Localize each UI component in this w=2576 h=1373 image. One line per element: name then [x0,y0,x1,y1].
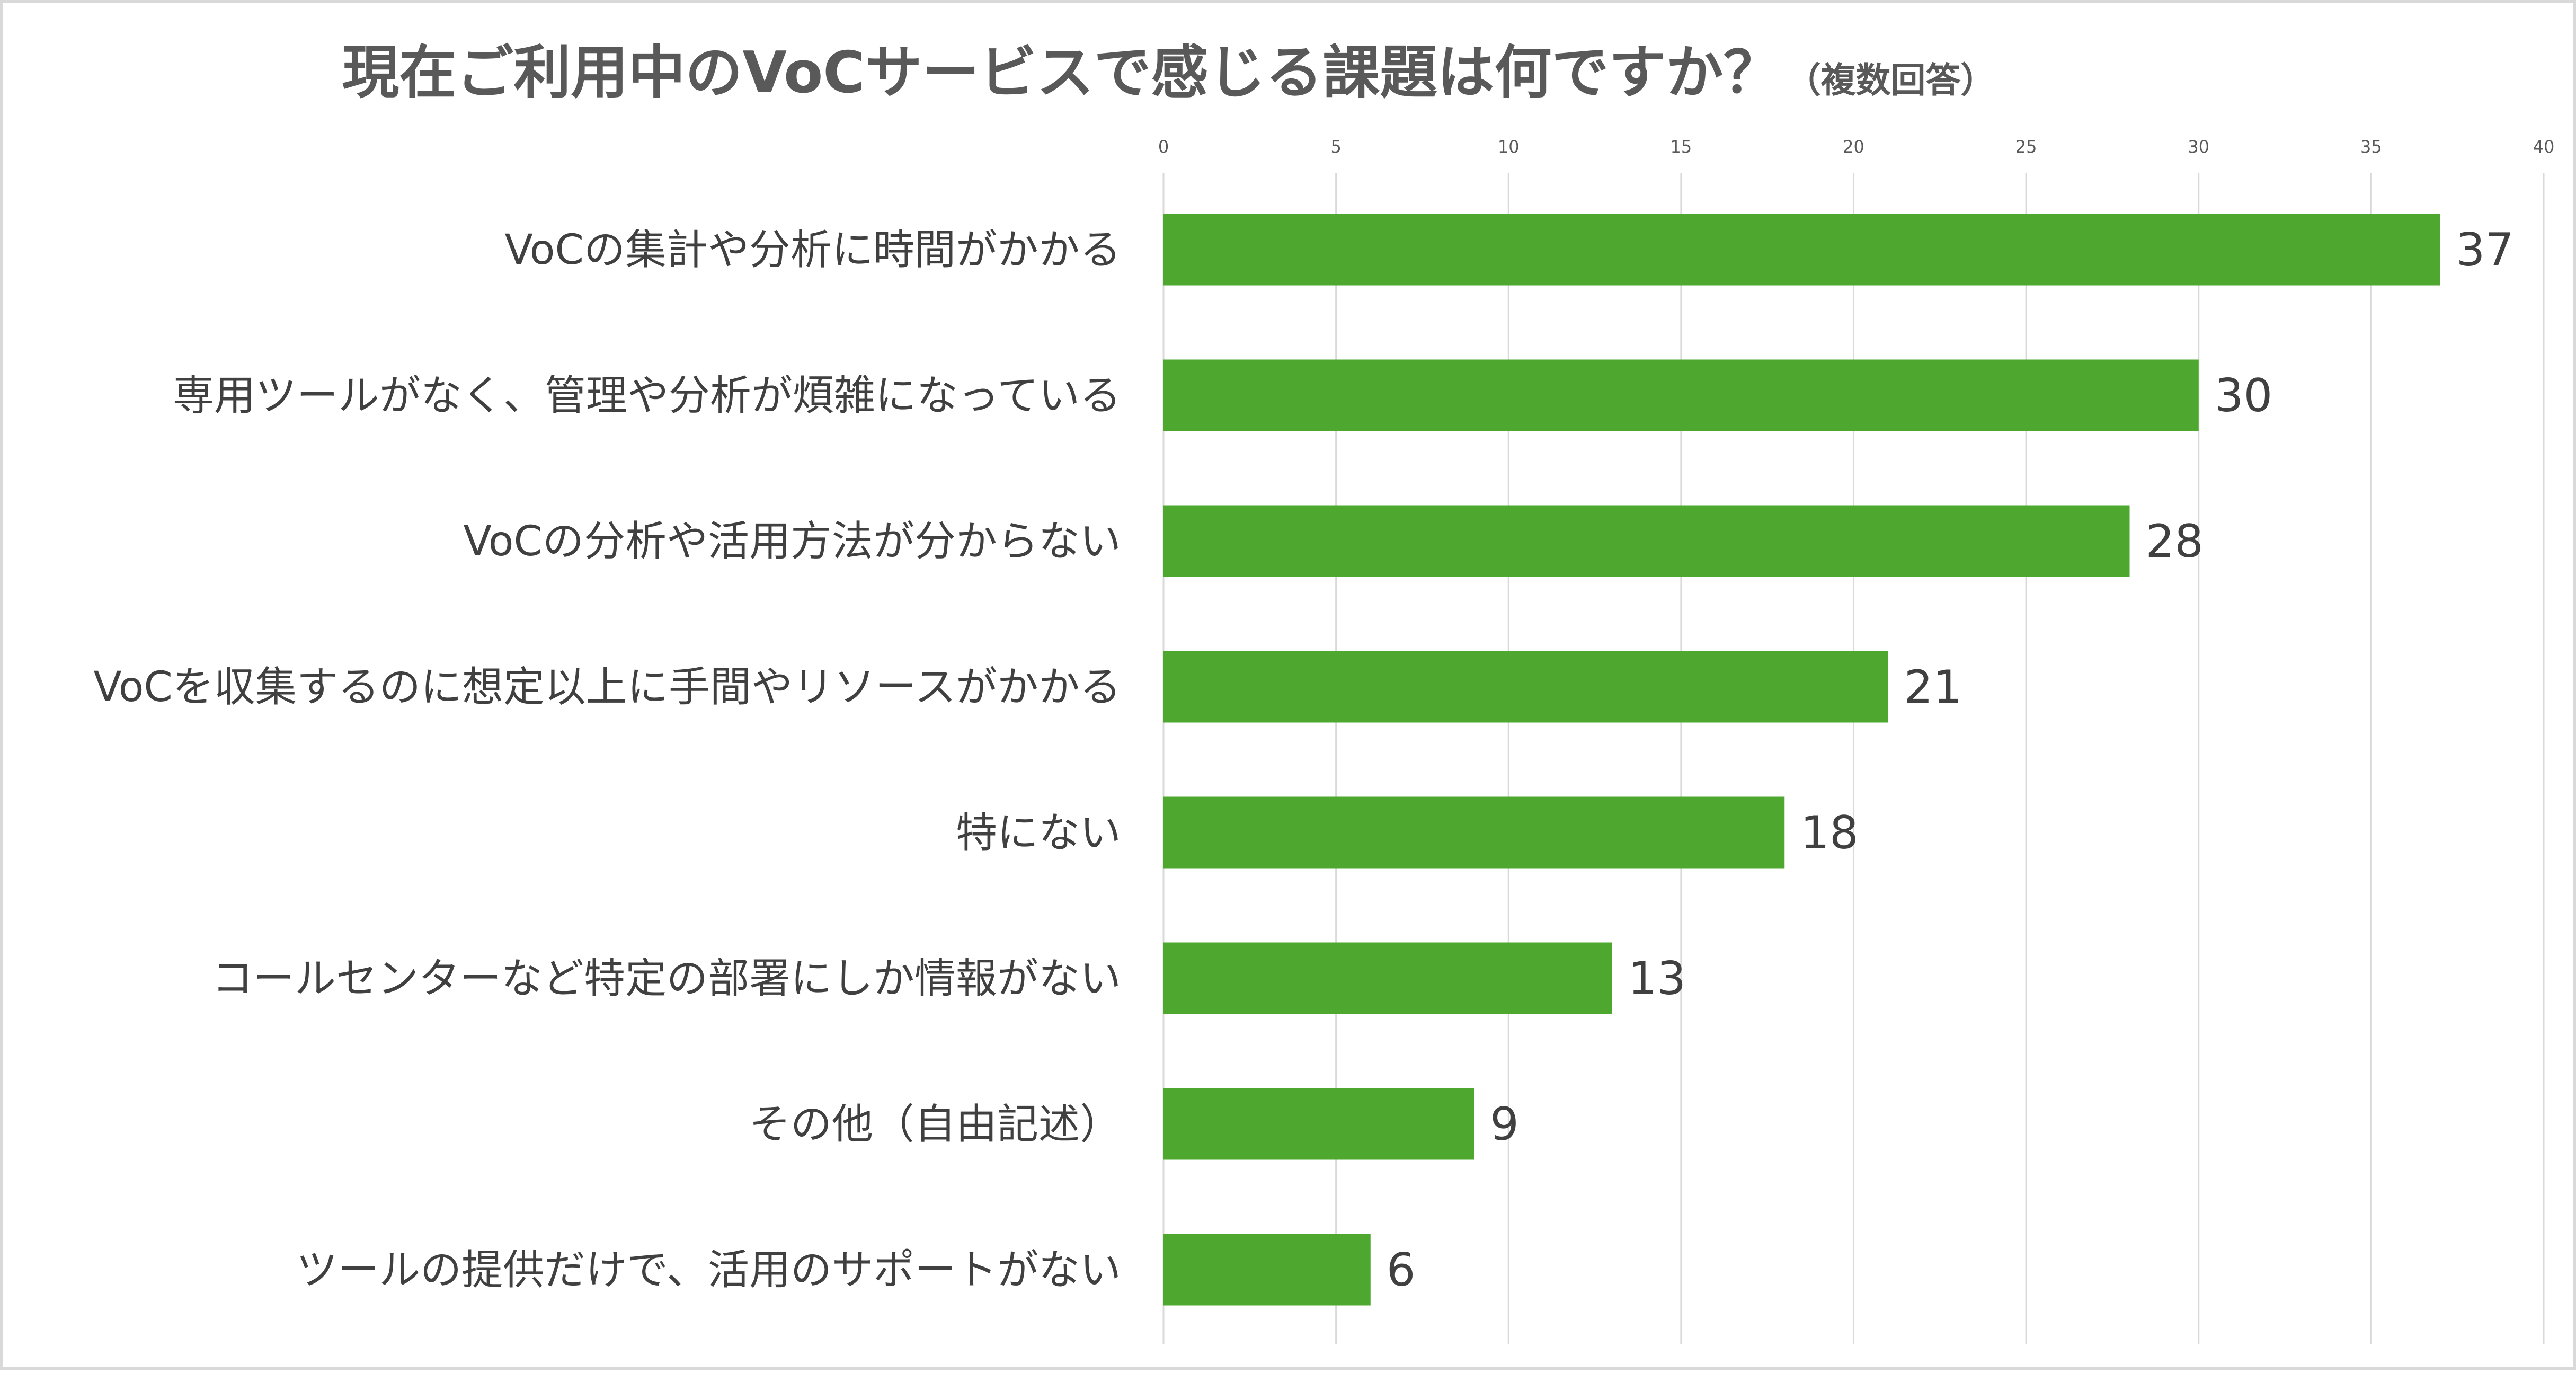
value-label-8: 6 [1387,1244,1416,1297]
x-tick-label-25: 25 [2015,137,2037,157]
bar-7 [1163,1088,1474,1160]
category-label-6: コールセンターなど特定の部署にしか情報がない [212,955,1121,1003]
category-label-5: 特にない [956,809,1121,857]
x-tick-label-20: 20 [1843,137,1864,157]
x-tick-label-5: 5 [1330,137,1341,157]
value-label-5: 18 [1800,807,1858,860]
bar-1 [1163,214,2440,286]
value-label-6: 13 [1628,952,1686,1005]
x-tick-label-35: 35 [2360,137,2382,157]
category-label-7: その他（自由記述） [749,1101,1121,1148]
category-label-1: VoCの集計や分析に時間がかかる [505,226,1122,274]
value-label-4: 21 [1904,661,1962,714]
bar-chart: 現在ご利用中のVoCサービスで感じる課題は何ですか？ （複数回答） 0 5 10 15 2… [93,40,2555,1344]
x-tick-label-10: 10 [1498,137,1520,157]
category-label-3: VoCの分析や活用方法が分からない [464,518,1122,565]
bar-3 [1163,505,2130,577]
x-tick-label-15: 15 [1671,137,1692,157]
x-tick-label-40: 40 [2533,137,2555,157]
gridlines [1162,173,2545,1344]
bar-6 [1163,942,1612,1014]
value-label-1: 37 [2456,224,2514,277]
x-axis-ticks: 0 5 10 15 20 25 30 35 40 [1158,137,2555,157]
value-labels: 37 30 28 21 18 13 9 6 [1387,224,2514,1297]
bar-2 [1163,359,2199,431]
value-label-2: 30 [2215,369,2272,422]
bar-4 [1163,651,1888,723]
category-label-8: ツールの提供だけで、活用のサポートがない [296,1246,1121,1294]
bar-5 [1163,796,1785,869]
chart-title-main: 現在ご利用中のVoCサービスで感じる課題は何ですか？ [342,40,1780,106]
bars [1163,214,2440,1306]
category-label-2: 専用ツールがなく、管理や分析が煩雑になっている [173,372,1121,420]
bar-8 [1163,1234,1371,1306]
value-label-3: 28 [2146,515,2204,568]
chart-title: 現在ご利用中のVoCサービスで感じる課題は何ですか？ （複数回答） [342,40,1995,106]
value-label-7: 9 [1490,1098,1519,1151]
category-label-4: VoCを収集するのに想定以上に手間やリソースがかかる [93,663,1121,711]
x-tick-label-30: 30 [2188,137,2209,157]
x-tick-label-0: 0 [1158,137,1169,157]
chart-subtitle: （複数回答） [1786,60,1996,101]
